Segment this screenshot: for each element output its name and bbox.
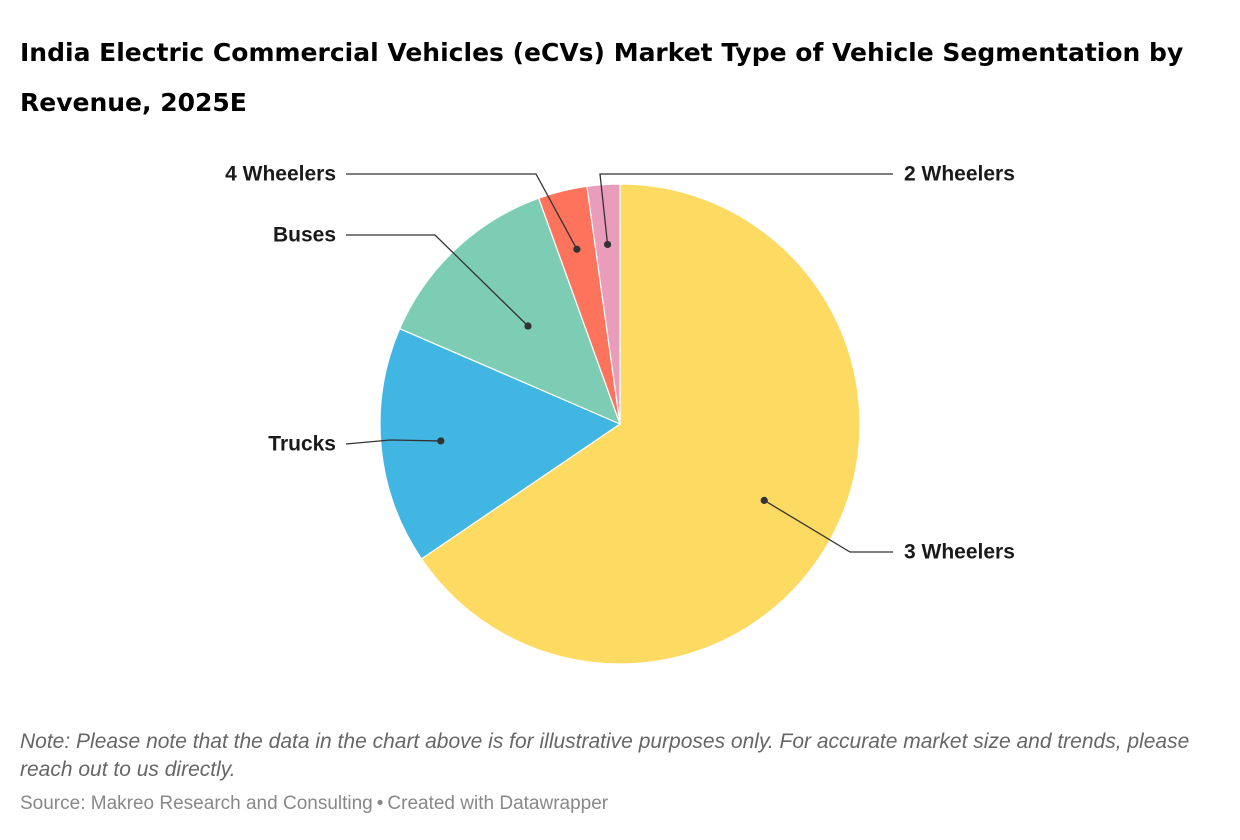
leader-dot-4-wheelers [573, 245, 581, 253]
leader-line-3-wheelers [763, 499, 893, 553]
pie-slices [379, 183, 861, 665]
chart-source: Source: Makreo Research and Consulting • C… [20, 793, 608, 815]
slice-labels: 3 Wheelers Trucks Buses 4 Wheelers 2 Wheeler… [225, 163, 1015, 564]
slice-label-2-wheelers: 2 Wheelers [904, 163, 1015, 186]
leader-line-4-wheelers [346, 173, 578, 250]
source-separator: • [376, 793, 384, 814]
chart-title: India Electric Commercial Vehicles (eCVs… [20, 38, 1184, 117]
source-text: Source: Makreo Research and Consulting [20, 793, 373, 814]
leader-dot-2-wheelers [603, 240, 612, 249]
pie-slice-3-wheelers [420, 183, 861, 665]
leader-dot-trucks [437, 437, 445, 445]
pie-slice-2-wheelers [586, 183, 621, 425]
slice-label-4-wheelers: 4 Wheelers [225, 163, 336, 186]
slice-label-3-wheelers: 3 Wheelers [904, 541, 1015, 564]
leader-lines [345, 173, 893, 553]
chart-note: Note: Please note that the data in the c… [20, 730, 1190, 781]
slice-label-buses: Buses [273, 224, 336, 247]
slice-label-trucks: Trucks [268, 433, 336, 456]
leader-line-trucks [345, 439, 441, 445]
leader-dot-buses [524, 322, 532, 330]
leader-dot-3-wheelers [760, 496, 768, 504]
leader-line-2-wheelers [599, 173, 893, 245]
leader-line-buses [346, 234, 529, 327]
credit-text: Created with Datawrapper [387, 793, 609, 814]
pie-slice-trucks [379, 327, 622, 560]
